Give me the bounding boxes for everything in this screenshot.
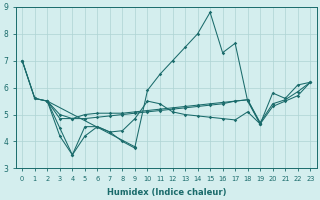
X-axis label: Humidex (Indice chaleur): Humidex (Indice chaleur)	[107, 188, 226, 197]
